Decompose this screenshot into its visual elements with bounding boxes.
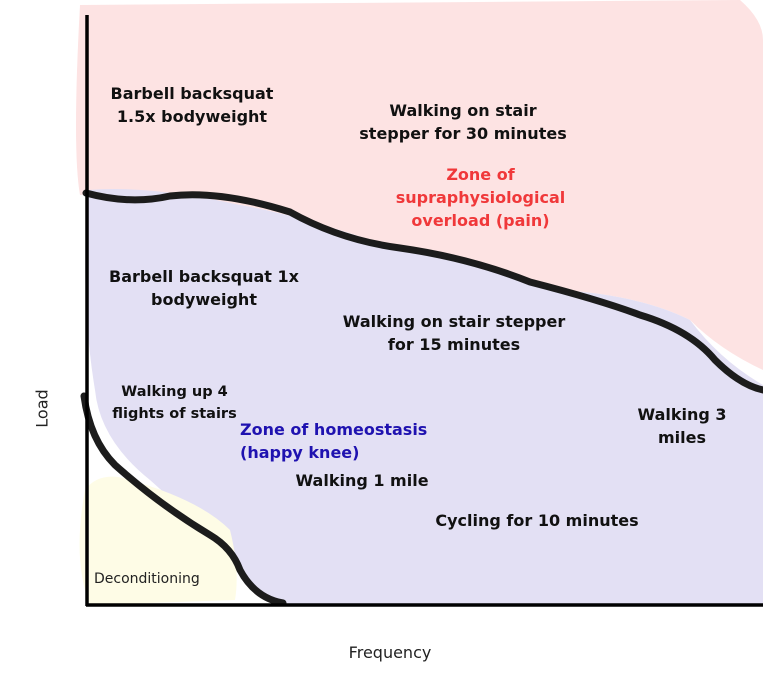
deconditioning-zone [79, 476, 237, 605]
label-miles-3: Walking 3 miles [637, 405, 727, 447]
label-squat-1: Barbell backsquat 1x bodyweight [109, 267, 299, 309]
homeostasis-zone [85, 189, 763, 605]
label-squat-15: Barbell backsquat 1.5x bodyweight [110, 84, 274, 126]
homeostasis-zone-label: Zone of homeostasis (happy knee) [240, 420, 428, 462]
overload-zone-label: Zone of supraphysiological overload (pai… [395, 165, 566, 230]
label-stair-15: Walking on stair stepper for 15 minutes [342, 312, 566, 354]
deconditioning-boundary-line [80, 392, 287, 607]
label-cycling-10: Cycling for 10 minutes [435, 511, 639, 530]
label-flights-4: Walking up 4 flights of stairs [112, 384, 237, 422]
overload-boundary-line [82, 189, 763, 394]
label-stair-30: Walking on stair stepper for 30 minutes [359, 101, 567, 143]
y-axis-label: Load [32, 389, 52, 428]
label-mile-1: Walking 1 mile [295, 471, 429, 490]
x-axis-label: Frequency [348, 643, 432, 662]
deconditioning-zone-label: Deconditioning [94, 571, 200, 587]
overload-zone [76, 0, 763, 370]
